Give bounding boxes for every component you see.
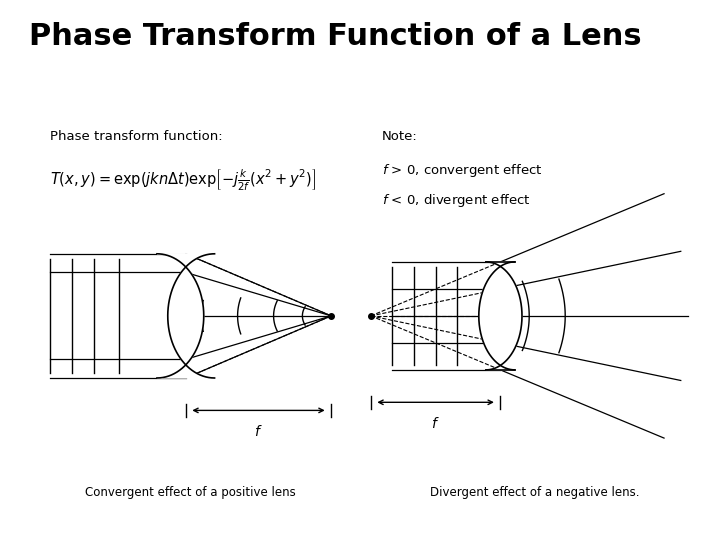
Text: $f$ < 0, divergent effect: $f$ < 0, divergent effect <box>382 192 531 208</box>
Polygon shape <box>157 254 215 378</box>
Text: $f$: $f$ <box>254 424 263 439</box>
Text: $T(x, y) = \exp(jkn\Delta t)\exp\!\left[-j\frac{k}{2f}(x^2+y^2)\right]$: $T(x, y) = \exp(jkn\Delta t)\exp\!\left[… <box>50 167 317 193</box>
Text: $f$: $f$ <box>431 416 440 431</box>
Text: Phase transform function:: Phase transform function: <box>50 130 223 143</box>
Text: Convergent effect of a positive lens: Convergent effect of a positive lens <box>86 486 296 499</box>
Text: Divergent effect of a negative lens.: Divergent effect of a negative lens. <box>430 486 639 499</box>
Polygon shape <box>479 262 522 370</box>
Text: Phase Transform Function of a Lens: Phase Transform Function of a Lens <box>29 22 642 51</box>
Text: $f$ > 0, convergent effect: $f$ > 0, convergent effect <box>382 162 542 179</box>
Text: Note:: Note: <box>382 130 418 143</box>
